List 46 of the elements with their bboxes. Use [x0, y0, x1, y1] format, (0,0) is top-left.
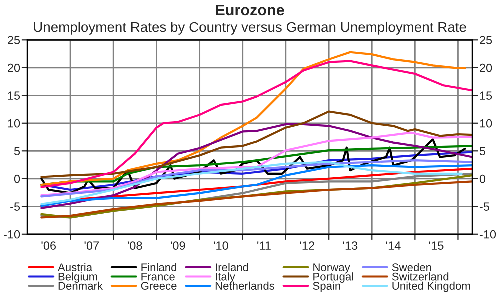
y2-tick-label: 5: [480, 147, 486, 156]
legend-label: Netherlands: [216, 282, 275, 290]
y-tick-label: 20: [8, 64, 20, 72]
y-tick-label: 25: [8, 36, 20, 45]
y-tick-label: -10: [4, 230, 20, 239]
legend-label: Denmark: [58, 282, 104, 290]
x-tick-label: '12: [300, 242, 314, 250]
y-tick-label: 0: [14, 174, 20, 184]
x-tick-label: '14: [386, 242, 401, 250]
legend-label: Greece: [141, 282, 177, 290]
x-tick-label: '15: [429, 242, 444, 250]
y-tick-label: 10: [8, 119, 20, 128]
y-tick-label: 5: [14, 147, 20, 156]
y-tick-label: -5: [10, 202, 20, 212]
legend-label: Switzerland: [392, 272, 449, 281]
legend-label: Norway: [314, 264, 350, 274]
x-tick-label: '09: [171, 242, 186, 250]
x-tick-label: '06: [42, 242, 56, 250]
legend-label: Spain: [313, 282, 340, 292]
y2-tick-label: 20: [480, 64, 492, 72]
y2-tick-label: 15: [480, 92, 492, 100]
legend-label: Sweden: [392, 263, 432, 272]
legend-label: Finland: [142, 263, 177, 272]
legend-label: Ireland: [216, 263, 248, 272]
chart-subtitle: Unemployment Rates by Country versus German Unemployment Rate: [34, 22, 466, 35]
x-tick-label: '07: [84, 242, 99, 250]
legend-label: Portugal: [314, 272, 354, 283]
legend-label: France: [142, 272, 175, 281]
y2-tick-label: 10: [480, 119, 492, 128]
legend-label: United Kingdom: [392, 282, 470, 292]
line-series: [40, 110, 472, 178]
y-tick-label: 15: [8, 92, 20, 100]
legend-label: Belgium: [58, 272, 98, 283]
line-series: [40, 160, 472, 198]
x-tick-label: '08: [128, 242, 142, 250]
x-tick-label: '11: [258, 242, 271, 250]
x-tick-label: '13: [343, 242, 358, 250]
legend-label: Italy: [216, 272, 236, 283]
y2-tick-label: 25: [480, 36, 492, 45]
legend-label: Austria: [58, 263, 93, 272]
y2-tick-label: -10: [480, 230, 496, 239]
line-series: [40, 123, 472, 210]
y2-tick-label: -5: [480, 202, 490, 212]
chart-title: Eurozone: [216, 4, 284, 16]
x-tick-label: '10: [214, 242, 228, 250]
y2-tick-label: 0: [480, 174, 486, 184]
